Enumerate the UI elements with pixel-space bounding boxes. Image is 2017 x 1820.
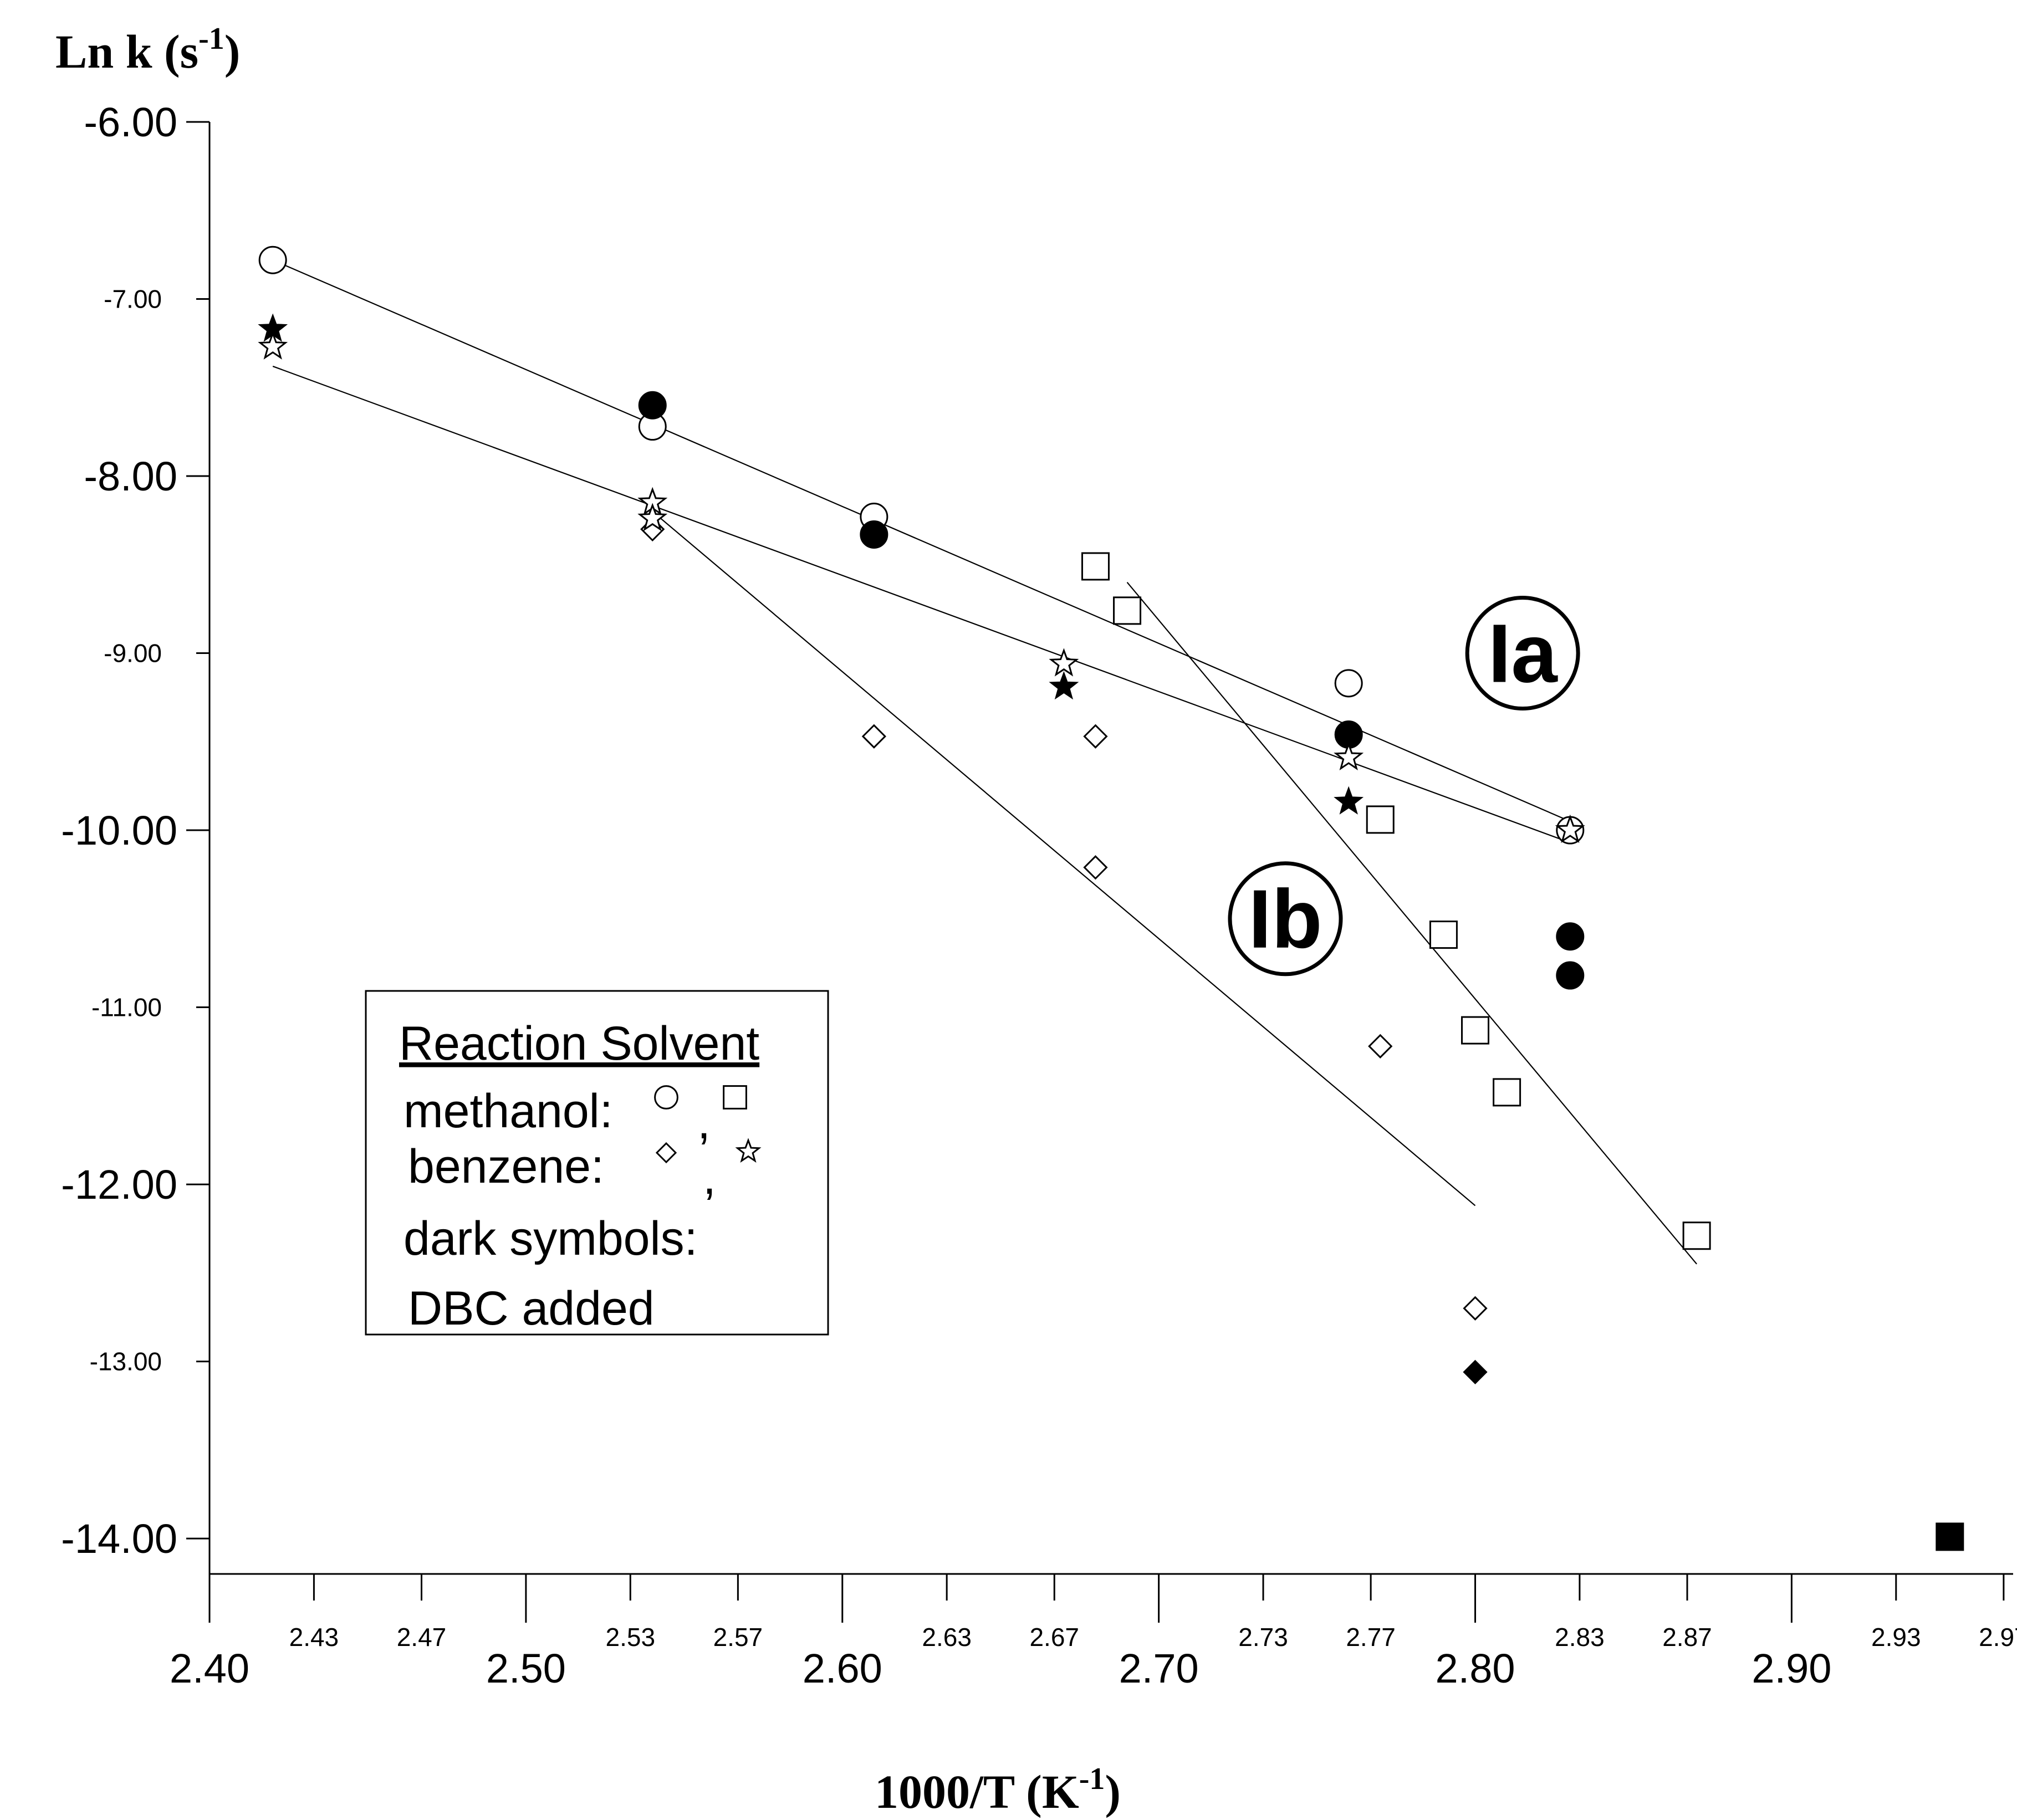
compound-label: Ib bbox=[1248, 872, 1322, 965]
square-open-point bbox=[1113, 596, 1142, 625]
x-tick-label-minor: 2.63 bbox=[922, 1623, 972, 1652]
x-tick-label-minor: 2.87 bbox=[1662, 1623, 1712, 1652]
star-open-point bbox=[1334, 742, 1364, 771]
x-tick-label: 2.40 bbox=[170, 1645, 249, 1691]
legend-markers bbox=[654, 1085, 762, 1164]
x-tick-label: 2.90 bbox=[1752, 1645, 1831, 1691]
y-axis-title: Ln k (s-1) bbox=[55, 22, 240, 78]
circle-open-point bbox=[1334, 669, 1363, 698]
x-tick-label: 2.60 bbox=[803, 1645, 882, 1691]
compound-label: Ia bbox=[1488, 607, 1559, 700]
data-markers bbox=[258, 246, 1964, 1551]
x-axis-title-close: ) bbox=[1105, 1765, 1121, 1818]
square-open-point bbox=[1682, 1221, 1711, 1250]
diamond-open-point bbox=[1083, 855, 1108, 880]
x-tick-label: 2.70 bbox=[1119, 1645, 1199, 1691]
square-open-point bbox=[1081, 552, 1110, 581]
x-tick-label: 2.50 bbox=[486, 1645, 566, 1691]
y-axis-title-superscript: -1 bbox=[198, 22, 224, 56]
y-axis-ticks: -6.00 -8.00 -10.00 -12.00 -14.00 -7.00 -9.00 -1… bbox=[61, 99, 210, 1562]
x-tick-label: 2.80 bbox=[1435, 1645, 1515, 1691]
x-tick-label-minor: 2.67 bbox=[1029, 1623, 1079, 1652]
y-tick-label-minor: -13.00 bbox=[90, 1347, 162, 1376]
diamond-filled-point bbox=[1463, 1359, 1488, 1384]
x-tick-label-minor: 2.97 bbox=[1979, 1623, 2017, 1652]
x-axis-title-superscript: -1 bbox=[1079, 1762, 1105, 1796]
legend-dark-symbols-line2: DBC added bbox=[408, 1282, 655, 1335]
legend-methanol-label: methanol: bbox=[404, 1085, 613, 1138]
square-open-point bbox=[1429, 921, 1458, 949]
legend-title: Reaction Solvent bbox=[399, 1017, 759, 1070]
diamond-open-point bbox=[1083, 724, 1108, 749]
star-open-point bbox=[1555, 814, 1585, 843]
x-axis-ticks: 2.40 2.50 2.60 2.70 2.80 2.90 2.43 2.47 2.53 2.57… bbox=[170, 1574, 2017, 1691]
circle-filled-point bbox=[638, 391, 667, 420]
x-tick-label-minor: 2.93 bbox=[1871, 1623, 1921, 1652]
y-tick-label: -10.00 bbox=[61, 807, 177, 853]
x-tick-label-minor: 2.43 bbox=[289, 1623, 339, 1652]
fit-line bbox=[272, 259, 1571, 822]
x-axis-title-main: 1000/T (K bbox=[875, 1765, 1079, 1818]
x-tick-label-minor: 2.77 bbox=[1346, 1623, 1396, 1652]
y-tick-label-minor: -9.00 bbox=[104, 639, 162, 668]
square-open-point bbox=[1366, 805, 1395, 834]
x-axis-title: 1000/T (K-1) bbox=[875, 1762, 1121, 1818]
legend: Reaction Solvent methanol: , benzene: , … bbox=[365, 990, 829, 1336]
diamond-open-point bbox=[1368, 1034, 1393, 1059]
y-axis-title-main: Ln k (s bbox=[55, 25, 198, 78]
legend-methanol-separator: , bbox=[697, 1096, 711, 1149]
diamond-open-point bbox=[861, 724, 886, 749]
y-tick-label-minor: -11.00 bbox=[91, 993, 162, 1022]
circle-filled-point bbox=[1556, 961, 1585, 990]
legend-benzene-separator: , bbox=[703, 1151, 716, 1204]
legend-benzene-label: benzene: bbox=[408, 1140, 604, 1193]
x-tick-label-minor: 2.47 bbox=[397, 1623, 447, 1652]
star-filled-point bbox=[1334, 786, 1364, 815]
star-open-point bbox=[637, 503, 668, 531]
star-filled-point bbox=[1049, 671, 1079, 700]
star-filled-point bbox=[258, 313, 288, 342]
circle-open-point bbox=[258, 246, 287, 274]
compound-label-ring bbox=[1228, 861, 1343, 977]
circle-filled-point bbox=[1556, 922, 1585, 951]
legend-diamond-icon bbox=[655, 1142, 677, 1164]
square-open-point bbox=[1493, 1078, 1521, 1107]
y-tick-label-minor: -7.00 bbox=[104, 285, 162, 314]
star-open-point bbox=[258, 331, 288, 360]
x-tick-label-minor: 2.53 bbox=[606, 1623, 656, 1652]
x-tick-label-minor: 2.83 bbox=[1555, 1623, 1605, 1652]
fit-line bbox=[652, 511, 1476, 1206]
square-filled-point bbox=[1936, 1522, 1964, 1551]
compound-label-ring bbox=[1465, 596, 1580, 711]
y-tick-label: -8.00 bbox=[84, 453, 177, 499]
star-open-point bbox=[1049, 648, 1079, 677]
compound-labels: Ia Ib bbox=[1228, 596, 1580, 977]
fit-line bbox=[272, 365, 1571, 843]
x-tick-label-minor: 2.73 bbox=[1238, 1623, 1288, 1652]
y-tick-label: -14.00 bbox=[61, 1516, 177, 1562]
fit-line bbox=[1126, 582, 1697, 1265]
circle-filled-point bbox=[860, 520, 888, 549]
legend-box bbox=[365, 990, 829, 1336]
square-open-point bbox=[1461, 1016, 1490, 1045]
legend-square-icon bbox=[723, 1085, 747, 1110]
legend-star-icon bbox=[735, 1138, 762, 1163]
y-tick-label: -12.00 bbox=[61, 1162, 177, 1208]
legend-dark-symbols-line1: dark symbols: bbox=[404, 1212, 698, 1265]
y-tick-label: -6.00 bbox=[84, 99, 177, 145]
diamond-open-point bbox=[1463, 1296, 1488, 1321]
y-axis-title-close: ) bbox=[224, 25, 241, 78]
legend-circle-icon bbox=[654, 1085, 678, 1110]
x-tick-label-minor: 2.57 bbox=[713, 1623, 763, 1652]
